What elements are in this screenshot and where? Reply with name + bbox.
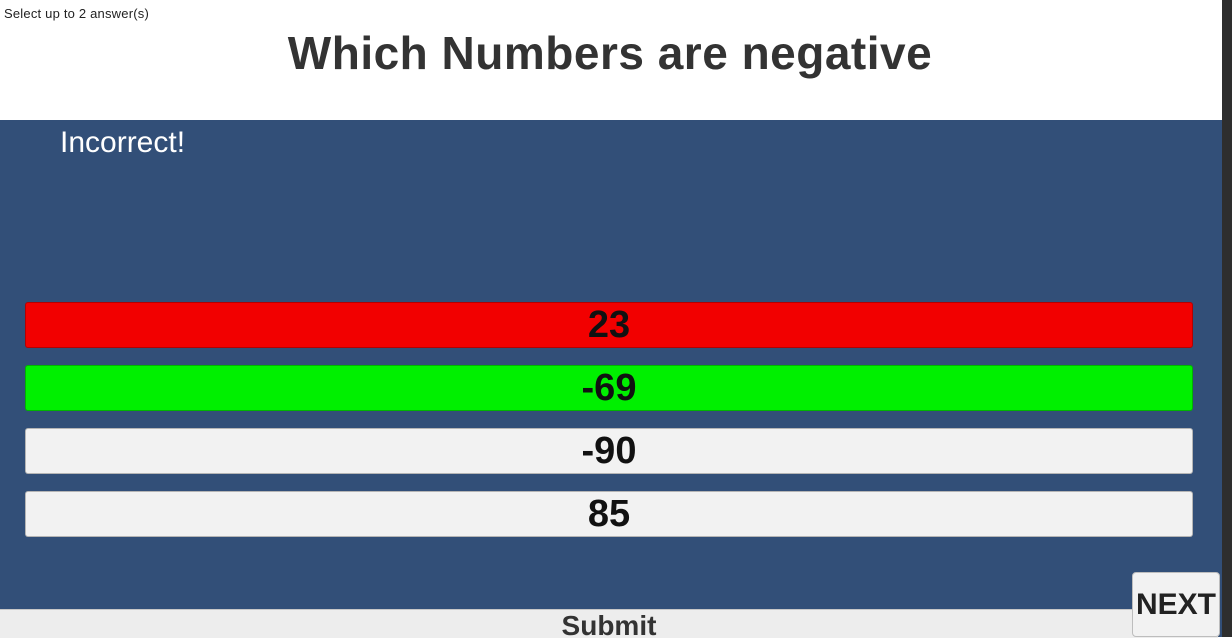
answer-option-2[interactable]: -69 — [25, 365, 1193, 411]
answer-panel: Incorrect! 23 -69 -90 85 Submit — [0, 120, 1222, 641]
answer-option-3[interactable]: -90 — [25, 428, 1193, 474]
next-button[interactable]: NEXT — [1132, 572, 1220, 637]
answer-option-1[interactable]: 23 — [25, 302, 1193, 348]
question-title: Which Numbers are negative — [287, 27, 933, 79]
window-edge — [1222, 0, 1232, 637]
submit-button[interactable]: Submit — [0, 609, 1218, 641]
feedback-text: Incorrect! — [60, 126, 186, 159]
answer-option-4[interactable]: 85 — [25, 491, 1193, 537]
instruction-text: Select up to 2 answer(s) — [4, 6, 149, 21]
